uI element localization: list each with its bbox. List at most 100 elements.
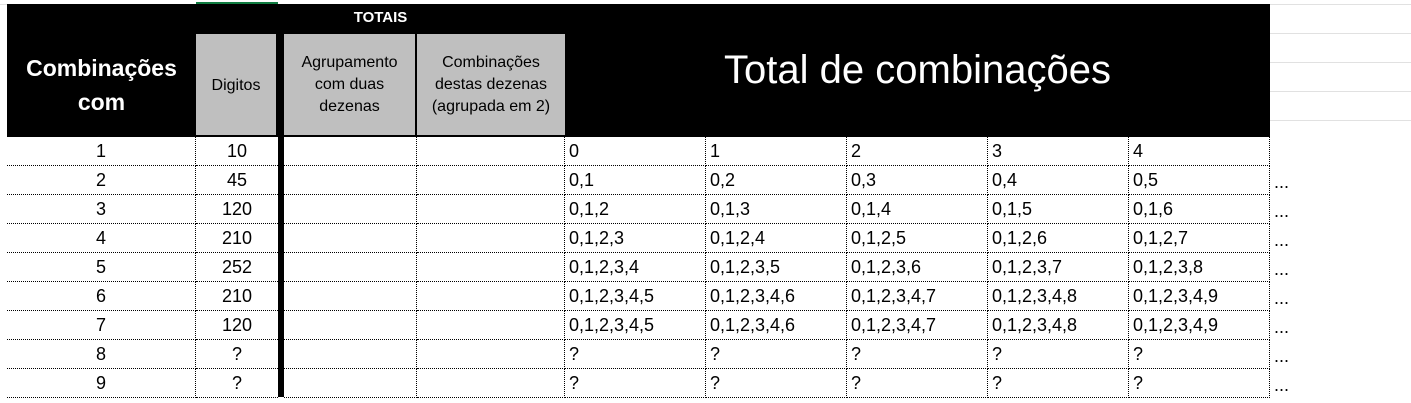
agrupamento-cell[interactable] xyxy=(284,369,417,398)
row-number-cell[interactable]: 8 xyxy=(7,340,196,369)
combination-cell[interactable]: 0,1,3 xyxy=(706,195,847,224)
combination-cell[interactable]: 0,1,2 xyxy=(565,195,706,224)
row-number-cell[interactable]: 6 xyxy=(7,282,196,311)
agrupamento-cell[interactable] xyxy=(284,253,417,282)
combinacoes-destas-cell[interactable] xyxy=(417,282,565,311)
combination-cell[interactable]: 0,2 xyxy=(706,166,847,195)
combination-cell[interactable]: ? xyxy=(706,340,847,369)
combination-cell[interactable]: 0,1,2,3,4,6 xyxy=(706,282,847,311)
combinacoes-com-header[interactable]: Combinações com xyxy=(7,32,196,137)
agrupamento-line2: com duas xyxy=(314,75,385,93)
combination-cell[interactable]: ? xyxy=(1129,369,1270,398)
combination-cell[interactable]: 0,1,2,3,4,8 xyxy=(988,282,1129,311)
combination-cell[interactable]: 0,1,2,3,6 xyxy=(847,253,988,282)
combinacoes-destas-line3: (agrupada em 2) xyxy=(431,97,551,115)
combination-cell[interactable]: ? xyxy=(988,340,1129,369)
combinacoes-destas-cell[interactable] xyxy=(417,253,565,282)
combinacoes-destas-cell[interactable] xyxy=(417,195,565,224)
combination-cell[interactable]: 0,1 xyxy=(565,166,706,195)
combination-cell[interactable]: ? xyxy=(565,340,706,369)
more-ellipsis: ... xyxy=(1274,230,1290,250)
agrupamento-cell[interactable] xyxy=(284,311,417,340)
combination-cell[interactable]: 0,1,2,3,4,9 xyxy=(1129,311,1270,340)
combination-cell[interactable]: ? xyxy=(847,340,988,369)
digitos-header[interactable]: Digitos xyxy=(196,34,276,135)
combinacoes-destas-line1: Combinações xyxy=(442,53,540,71)
combinacoes-destas-cell[interactable] xyxy=(417,311,565,340)
combination-cell[interactable]: 0,1,2,3,4,7 xyxy=(847,311,988,340)
total-combinacoes-label: Total de combinações xyxy=(724,48,1111,92)
combination-cell[interactable]: 0,1,2,3,8 xyxy=(1129,253,1270,282)
combination-cell[interactable]: 0,5 xyxy=(1129,166,1270,195)
combination-cell[interactable]: 0,1,2,3,4,9 xyxy=(1129,282,1270,311)
agrupamento-line1: Agrupamento xyxy=(301,53,398,71)
agrupamento-cell[interactable] xyxy=(284,137,417,166)
digitos-cell[interactable]: 120 xyxy=(196,311,278,340)
digitos-cell[interactable]: 10 xyxy=(196,137,278,166)
row-number-cell[interactable]: 3 xyxy=(7,195,196,224)
row-number-cell[interactable]: 2 xyxy=(7,166,196,195)
combinacoes-destas-cell[interactable] xyxy=(417,369,565,398)
combinacoes-destas-header[interactable]: Combinações destas dezenas (agrupada em … xyxy=(417,34,565,135)
combination-cell[interactable]: 0,4 xyxy=(988,166,1129,195)
agrupamento-header[interactable]: Agrupamento com duas dezenas xyxy=(284,34,415,135)
combinacoes-destas-line2: destas dezenas xyxy=(434,75,548,93)
combinacoes-destas-cell[interactable] xyxy=(417,340,565,369)
combinacoes-destas-cell[interactable] xyxy=(417,137,565,166)
combination-cell[interactable]: 0,1,2,6 xyxy=(988,224,1129,253)
agrupamento-cell[interactable] xyxy=(284,282,417,311)
combinacoes-destas-cell[interactable] xyxy=(417,166,565,195)
combinacoes-com-line1: Combinações xyxy=(26,54,177,81)
more-ellipsis: ... xyxy=(1274,346,1290,366)
combination-cell[interactable]: 0,1,2,3,4,7 xyxy=(847,282,988,311)
combination-cell[interactable]: 0,1,2,3,4,8 xyxy=(988,311,1129,340)
combination-cell[interactable]: 0,1,5 xyxy=(988,195,1129,224)
combination-cell[interactable]: 0 xyxy=(565,137,706,166)
combination-cell[interactable]: 0,1,4 xyxy=(847,195,988,224)
combinacoes-destas-cell[interactable] xyxy=(417,224,565,253)
totais-header[interactable]: TOTAIS xyxy=(196,4,565,32)
agrupamento-cell[interactable] xyxy=(284,340,417,369)
combination-cell[interactable]: 0,1,2,3,7 xyxy=(988,253,1129,282)
combination-cell[interactable]: 4 xyxy=(1129,137,1270,166)
combination-cell[interactable]: ? xyxy=(988,369,1129,398)
row-number-cell[interactable]: 5 xyxy=(7,253,196,282)
combination-cell[interactable]: 0,1,2,4 xyxy=(706,224,847,253)
digitos-cell[interactable]: 120 xyxy=(196,195,278,224)
combination-cell[interactable]: 0,1,2,7 xyxy=(1129,224,1270,253)
digitos-cell[interactable]: 252 xyxy=(196,253,278,282)
row-number-cell[interactable]: 7 xyxy=(7,311,196,340)
agrupamento-cell[interactable] xyxy=(284,224,417,253)
digitos-cell[interactable]: 45 xyxy=(196,166,278,195)
combination-cell[interactable]: ? xyxy=(706,369,847,398)
combination-cell[interactable]: 3 xyxy=(988,137,1129,166)
combination-cell[interactable]: 0,1,2,3,4,5 xyxy=(565,282,706,311)
combination-cell[interactable]: 2 xyxy=(847,137,988,166)
agrupamento-cell[interactable] xyxy=(284,195,417,224)
combination-cell[interactable]: 0,1,6 xyxy=(1129,195,1270,224)
row-number-cell[interactable]: 9 xyxy=(7,369,196,398)
combination-cell[interactable]: 0,3 xyxy=(847,166,988,195)
combination-cell[interactable]: 0,1,2,3,4,6 xyxy=(706,311,847,340)
row-number-cell[interactable]: 4 xyxy=(7,224,196,253)
combination-cell[interactable]: 0,1,2,3,4,5 xyxy=(565,311,706,340)
more-ellipsis: ... xyxy=(1274,259,1290,279)
more-ellipsis: ... xyxy=(1274,375,1290,395)
combination-cell[interactable]: 0,1,2,3,4 xyxy=(565,253,706,282)
digitos-cell[interactable]: 210 xyxy=(196,282,278,311)
row-number-cell[interactable]: 1 xyxy=(7,137,196,166)
combination-cell[interactable]: ? xyxy=(1129,340,1270,369)
more-ellipsis: ... xyxy=(1274,201,1290,221)
selected-column-indicator xyxy=(196,2,278,4)
agrupamento-cell[interactable] xyxy=(284,166,417,195)
combination-cell[interactable]: 0,1,2,3 xyxy=(565,224,706,253)
combination-cell[interactable]: 0,1,2,5 xyxy=(847,224,988,253)
digitos-cell[interactable]: 210 xyxy=(196,224,278,253)
combination-cell[interactable]: ? xyxy=(565,369,706,398)
total-combinacoes-header[interactable]: Total de combinações xyxy=(565,4,1270,137)
digitos-cell[interactable]: ? xyxy=(196,369,278,398)
combination-cell[interactable]: 0,1,2,3,5 xyxy=(706,253,847,282)
combination-cell[interactable]: ? xyxy=(847,369,988,398)
combination-cell[interactable]: 1 xyxy=(706,137,847,166)
digitos-cell[interactable]: ? xyxy=(196,340,278,369)
